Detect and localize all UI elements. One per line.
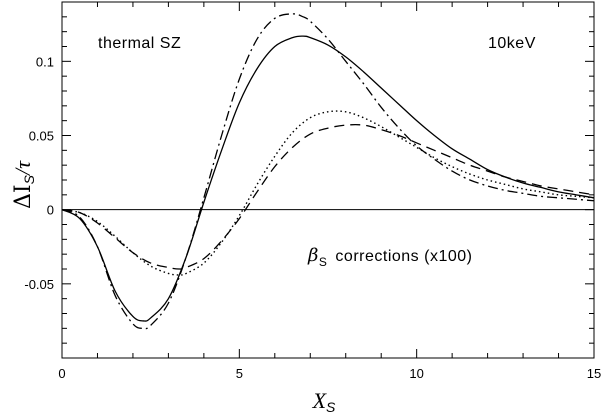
y-tick-label: 0 <box>47 203 54 218</box>
series-line-solid <box>61 35 595 322</box>
series-line-dotted <box>61 110 595 276</box>
y-axis-symbol: ΔI <box>11 184 36 209</box>
beta-subscript: S <box>319 255 328 269</box>
y-tick-label: 0.1 <box>36 54 54 69</box>
annotation-temperature: 10keV <box>488 35 536 52</box>
beta-symbol: β <box>307 245 319 266</box>
x-axis-subscript: S <box>326 399 336 414</box>
x-axis-title: XS <box>312 388 336 414</box>
beta-text: corrections (x100) <box>335 248 472 265</box>
series-line-dashed <box>61 124 595 270</box>
y-tick-label: 0.05 <box>29 129 54 144</box>
y-axis-title: ΔIS/τ <box>10 160 37 209</box>
x-axis-symbol: X <box>312 388 328 413</box>
series-lines <box>61 13 595 330</box>
x-tick-label: 15 <box>587 366 601 381</box>
y-axis-tail: /τ <box>10 160 35 177</box>
annotation-thermal-sz: thermal SZ <box>98 35 181 52</box>
x-tick-label: 5 <box>236 366 243 381</box>
axis-ticks: 0 5 10 15 -0.05 0 0.05 0.1 <box>24 1 601 381</box>
y-axis-subscript: S <box>21 174 37 184</box>
annotation-beta-corrections: βS corrections (x100) <box>307 245 472 269</box>
y-tick-label: -0.05 <box>24 277 54 292</box>
series-line-dashdot <box>61 13 595 330</box>
x-tick-label: 10 <box>409 366 423 381</box>
x-tick-label: 0 <box>58 366 65 381</box>
